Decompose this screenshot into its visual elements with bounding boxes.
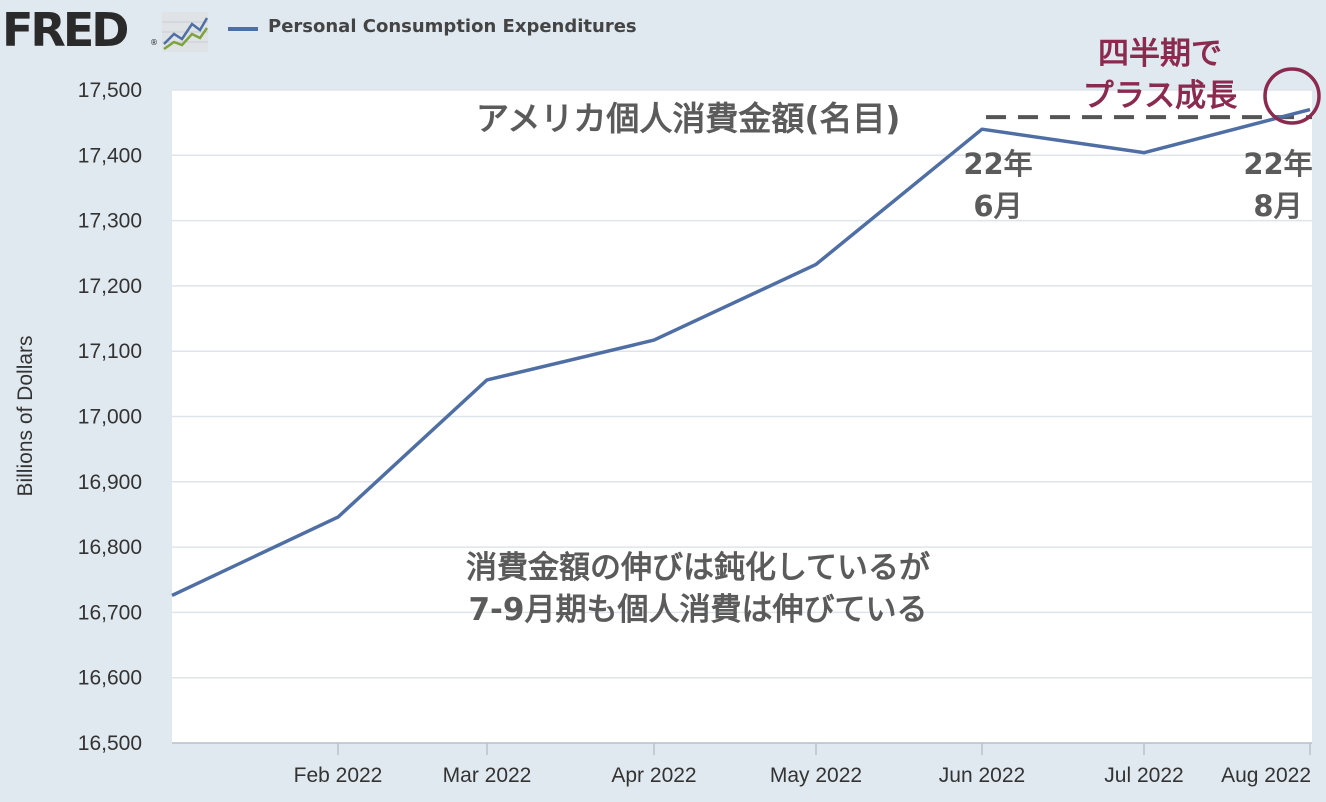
highlight-circle xyxy=(1263,67,1321,125)
annotation-aug-month: 8月 xyxy=(1253,189,1302,223)
y-tick-label: 17,400 xyxy=(78,144,142,167)
y-tick-label: 17,100 xyxy=(78,340,142,363)
y-tick-label: 17,000 xyxy=(78,406,142,429)
annotation-note-line1: 消費金額の伸びは鈍化しているが xyxy=(466,550,930,586)
x-tick-label: Apr 2022 xyxy=(611,764,696,787)
y-tick-label: 17,300 xyxy=(78,210,142,233)
annotation-note-line2: 7-9月期も個人消費は伸びている xyxy=(468,592,927,628)
trend-chart-icon xyxy=(162,12,208,52)
series-line xyxy=(171,107,1311,597)
legend-label[interactable]: Personal Consumption Expenditures xyxy=(268,16,637,37)
legend-swatch xyxy=(228,27,258,31)
x-tick-label: Mar 2022 xyxy=(443,764,532,787)
annotation-jun-year: 22年 xyxy=(963,147,1032,181)
x-tick-label: Aug 2022 xyxy=(1221,764,1311,787)
x-tick-label: Jul 2022 xyxy=(1104,764,1183,787)
annotation-growth-line1: 四半期で xyxy=(1098,36,1222,72)
annotation-growth-line2: プラス成長 xyxy=(1083,78,1238,114)
x-tick-label: May 2022 xyxy=(770,764,862,787)
y-tick-label: 16,500 xyxy=(78,732,142,755)
y-axis-label: Billions of Dollars xyxy=(14,335,37,496)
y-tick-label: 17,200 xyxy=(78,275,142,298)
y-axis-tick-labels: 16,500 16,600 16,700 16,800 16,900 17,000 17,1… xyxy=(78,79,142,755)
x-axis-tick-labels: Feb 2022 Mar 2022 Apr 2022 May 2022 Jun 2022… xyxy=(294,743,1311,787)
annotation-aug-year: 22年 xyxy=(1243,147,1312,181)
y-tick-label: 16,700 xyxy=(78,601,142,624)
fred-logo[interactable]: FRED xyxy=(2,3,129,57)
y-tick-label: 16,600 xyxy=(78,667,142,690)
annotation-title: アメリカ個人消費金額(名目) xyxy=(476,99,901,138)
y-tick-label: 17,500 xyxy=(78,79,142,102)
chart-header: FRED ® Personal Consumption Expenditures xyxy=(0,0,1326,60)
y-tick-label: 16,900 xyxy=(78,471,142,494)
annotation-jun-month: 6月 xyxy=(973,189,1022,223)
x-tick-label: Jun 2022 xyxy=(939,764,1025,787)
registered-mark: ® xyxy=(150,38,158,47)
x-tick-label: Feb 2022 xyxy=(294,764,383,787)
y-tick-label: 16,800 xyxy=(78,536,142,559)
